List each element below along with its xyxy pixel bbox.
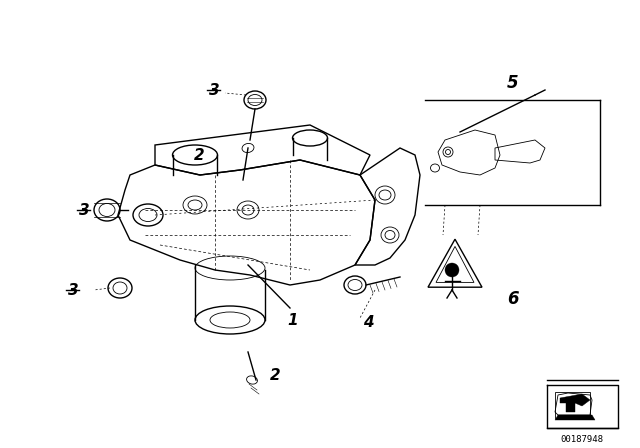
Text: 00187948: 00187948 — [561, 435, 604, 444]
Circle shape — [445, 263, 459, 277]
Polygon shape — [555, 415, 595, 420]
Text: 2: 2 — [270, 367, 280, 383]
Text: 2: 2 — [195, 147, 205, 163]
Text: 3: 3 — [79, 202, 90, 217]
Polygon shape — [560, 394, 590, 412]
Text: 5: 5 — [507, 74, 519, 92]
Text: 6: 6 — [507, 290, 519, 308]
Text: 3: 3 — [209, 82, 220, 98]
Text: 1: 1 — [288, 313, 298, 328]
Text: 4: 4 — [363, 314, 374, 329]
Text: 3: 3 — [68, 283, 79, 297]
